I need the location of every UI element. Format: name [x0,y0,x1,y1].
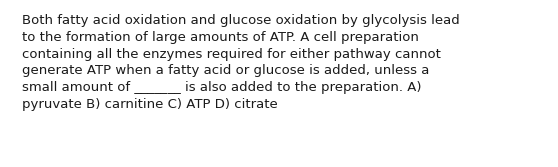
Text: Both fatty acid oxidation and glucose oxidation by glycolysis lead
to the format: Both fatty acid oxidation and glucose ox… [22,14,460,111]
